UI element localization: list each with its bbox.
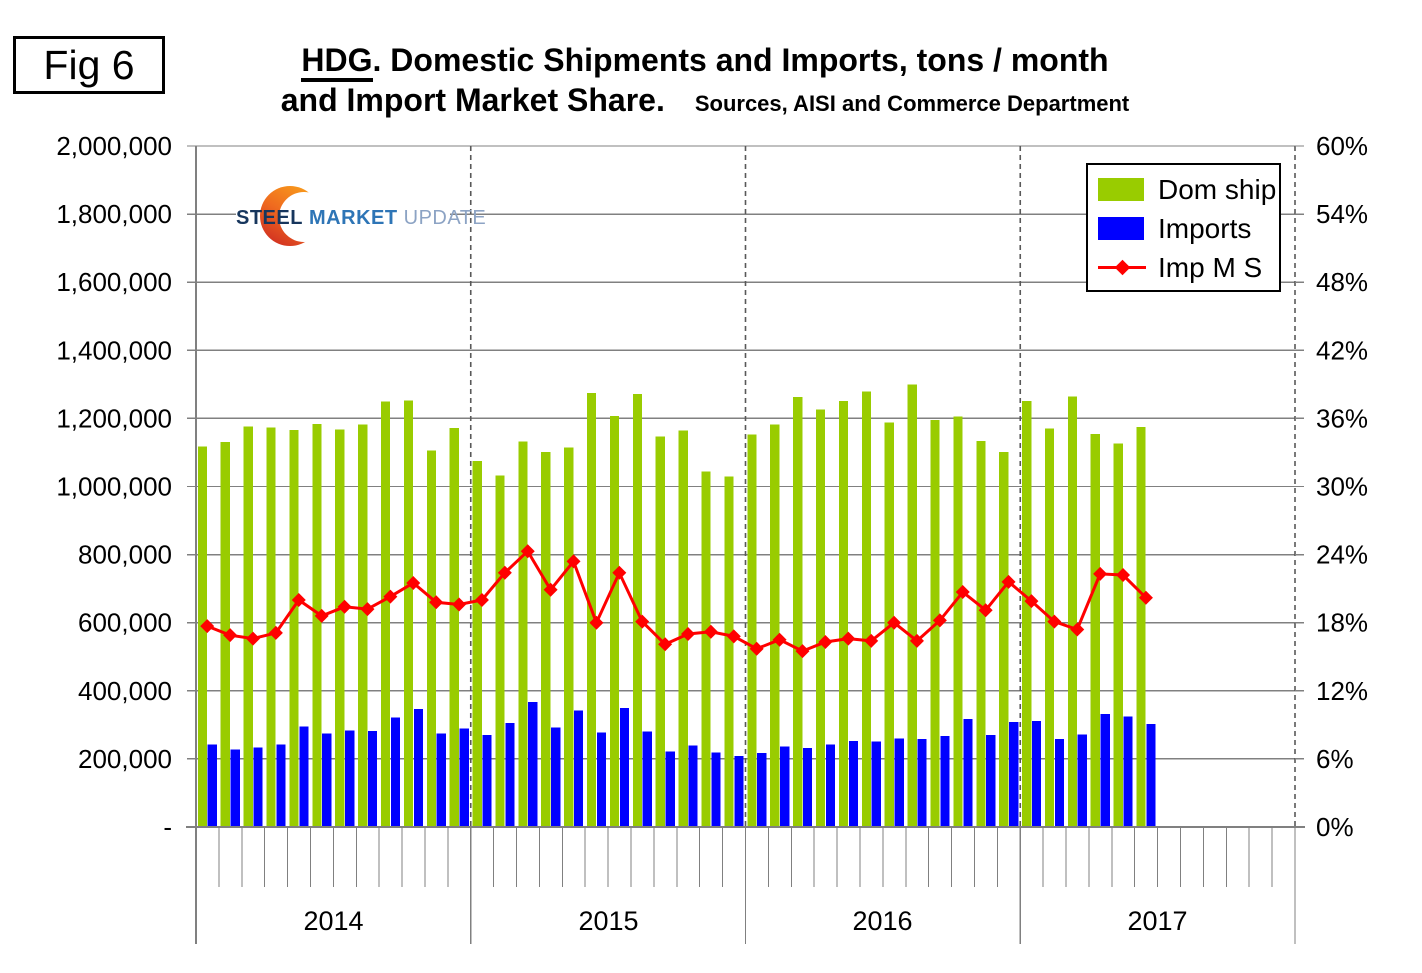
title-line1-rest: . Domestic Shipments and Imports, tons /… xyxy=(372,42,1109,78)
legend-item-dom-ship: Dom ship xyxy=(1098,170,1279,209)
y-left-tick-label: - xyxy=(163,812,172,842)
y-right-tick-label: 0% xyxy=(1316,812,1354,842)
y-right-tick-label: 30% xyxy=(1316,472,1368,502)
y-left-tick-label: 1,400,000 xyxy=(56,335,172,365)
y-left-tick-label: 800,000 xyxy=(78,540,172,570)
legend-label: Imports xyxy=(1158,212,1252,244)
y-left-tick-label: 1,600,000 xyxy=(56,267,172,297)
y-right-tick-label: 60% xyxy=(1316,131,1368,161)
imports-bars xyxy=(207,702,1156,827)
y-right-tick-label: 48% xyxy=(1316,267,1368,297)
x-axis-year-label: 2014 xyxy=(303,906,364,936)
logo-word-market: MARKET xyxy=(309,207,398,229)
legend-item-imp-ms: Imp M S xyxy=(1098,248,1279,287)
y-right-tick-label: 6% xyxy=(1316,744,1354,774)
y-right-tick-label: 12% xyxy=(1316,676,1368,706)
figure-label-box: Fig 6 xyxy=(13,36,165,94)
y-left-tick-label: 1,000,000 xyxy=(56,472,172,502)
logo-text: STEEL MARKET UPDATE xyxy=(236,207,486,230)
legend-item-imports: Imports xyxy=(1098,209,1279,248)
logo-crescent-icon xyxy=(260,186,329,246)
logo-word-steel: STEEL xyxy=(236,207,303,229)
title-hdg: HDG xyxy=(301,42,373,82)
legend: Dom ship Imports Imp M S xyxy=(1086,163,1281,292)
logo-word-update: UPDATE xyxy=(403,207,487,229)
x-axis-year-label: 2015 xyxy=(578,906,639,936)
y-left-tick-label: 600,000 xyxy=(78,608,172,638)
x-axis-year-label: 2017 xyxy=(1127,906,1188,936)
y-axis-tick-labels-right: 60% 54% 48% 42% 36% 30% 24% 18% 12% 6% 0% xyxy=(1316,131,1368,842)
axes-and-ticks xyxy=(186,145,1305,944)
title-line-1: HDG. Domestic Shipments and Imports, ton… xyxy=(190,42,1220,82)
chart-title: HDG. Domestic Shipments and Imports, ton… xyxy=(190,42,1220,119)
figure-label: Fig 6 xyxy=(43,41,135,88)
legend-label: Imp M S xyxy=(1158,251,1263,283)
y-right-tick-label: 54% xyxy=(1316,199,1368,229)
y-right-tick-label: 24% xyxy=(1316,540,1368,570)
y-right-tick-label: 18% xyxy=(1316,608,1368,638)
title-sources: Sources, AISI and Commerce Department xyxy=(694,90,1130,116)
y-axis-tick-labels-left: 2,000,000 1,800,000 1,600,000 1,400,000 1,20… xyxy=(56,131,172,842)
line-diamond-swatch-icon xyxy=(1098,256,1146,279)
y-left-tick-label: 1,200,000 xyxy=(56,403,172,433)
import-market-share-line xyxy=(200,544,1153,659)
legend-label: Dom ship xyxy=(1158,173,1277,205)
y-right-tick-label: 36% xyxy=(1316,403,1368,433)
imports-swatch-icon xyxy=(1098,217,1144,240)
y-left-tick-label: 400,000 xyxy=(78,676,172,706)
steel-market-update-logo: STEEL MARKET UPDATE xyxy=(236,186,486,250)
y-left-tick-label: 200,000 xyxy=(78,744,172,774)
title-line2-text: and Import Market Share. xyxy=(280,81,665,118)
y-right-tick-label: 42% xyxy=(1316,335,1368,365)
y-left-tick-label: 1,800,000 xyxy=(56,199,172,229)
x-axis-year-label: 2016 xyxy=(852,906,913,936)
dom-ship-swatch-icon xyxy=(1098,178,1144,201)
y-left-tick-label: 2,000,000 xyxy=(56,131,172,161)
title-line-2: and Import Market Share. Sources, AISI an… xyxy=(190,82,1220,119)
